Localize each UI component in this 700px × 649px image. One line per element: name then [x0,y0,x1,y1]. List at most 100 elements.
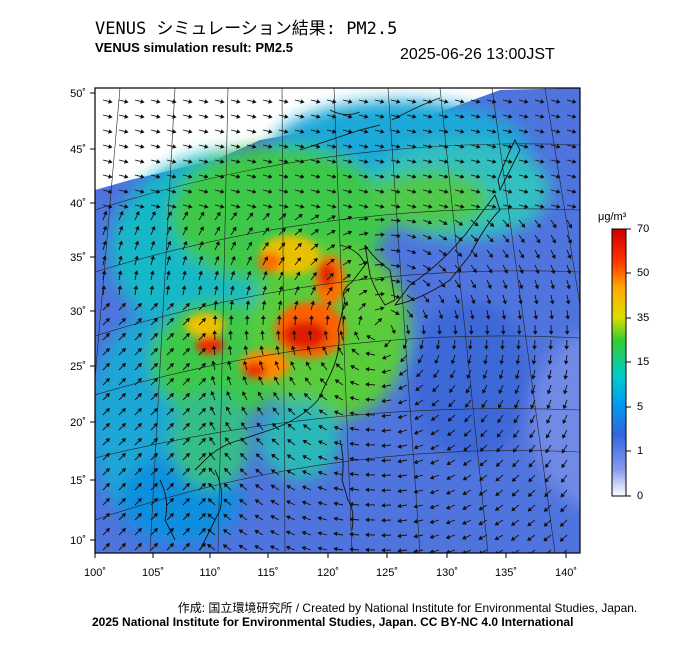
wind-arrowhead [462,490,468,495]
wind-arrowhead [301,545,306,551]
wind-arrowhead [543,536,548,542]
wind-arrowhead [365,547,370,553]
wind-arrowhead [534,284,539,290]
wind-arrowhead [430,445,435,450]
wind-arrowhead [562,404,568,410]
wind-arrowhead [488,253,493,258]
wind-arrowhead [330,258,335,263]
wind-arrowhead [153,527,158,533]
wind-arrowhead [572,174,577,179]
wind-arrowhead [498,404,503,409]
wind-arrowhead [182,270,187,275]
wind-arrowhead [316,114,321,119]
wind-arrowhead [153,347,158,353]
wind-arrowhead [476,159,481,164]
wind-arrowhead [185,542,190,548]
wind-arrowhead [332,144,337,149]
wind-arrowhead [254,545,259,550]
wind-arrowhead [268,129,273,134]
wind-arrowhead [225,421,230,427]
wind-arrowhead [442,236,448,241]
wind-arrowhead [231,241,236,246]
wind-arrowhead [492,204,497,209]
wind-arrowhead [317,501,322,506]
wind-arrowhead [487,284,492,289]
wind-arrowhead [529,433,534,439]
wind-arrowhead [528,477,533,483]
wind-arrowhead [440,298,445,304]
wind-arrowhead [365,532,370,538]
wind-arrowhead [462,535,467,540]
wind-arrowhead [228,330,233,335]
wind-arrowhead [567,224,573,229]
wind-arrowhead [303,393,309,398]
wind-arrowhead [437,330,442,335]
wind-arrowhead [494,506,500,511]
wind-arrowhead [318,425,323,430]
wind-arrowhead [482,389,487,394]
wind-arrowhead [556,114,561,119]
wind-arrowhead [503,269,508,274]
wind-arrowhead [489,222,495,227]
wind-arrowhead [478,506,484,511]
wind-arrowhead [476,204,481,209]
wind-arrowhead [153,332,158,338]
wind-arrowhead [476,174,481,179]
wind-arrowhead [349,486,354,492]
wind-arrowhead [256,422,261,427]
wind-arrowhead [319,378,325,383]
wind-arrowhead [284,159,289,164]
wind-arrowhead [204,99,209,104]
wind-arrowhead [286,469,291,475]
wind-arrowhead [287,439,292,444]
pm25-shading [95,100,580,545]
wind-arrowhead [245,300,251,305]
wind-arrowhead [117,285,123,290]
wind-arrowhead [451,345,457,350]
wind-arrowhead [364,246,369,251]
wind-arrowhead [565,315,570,320]
wind-arrowhead [364,99,369,104]
wind-arrowhead [197,285,203,290]
wind-arrowhead [201,497,206,503]
wind-arrowhead [413,444,419,450]
wind-arrowhead [302,470,307,475]
wind-arrowhead [380,189,385,194]
wind-arrowhead [241,422,246,427]
wind-arrowhead [471,299,476,305]
wind-arrowhead [444,144,449,149]
wind-arrowhead [151,225,156,231]
wind-arrowhead [532,330,538,335]
wind-arrowhead [411,280,416,285]
wind-arrowhead [492,99,497,104]
wind-arrowhead [349,517,354,522]
wind-arrowhead [108,114,113,119]
wind-arrowhead [548,330,554,335]
wind-arrowhead [561,463,566,469]
wind-arrowhead [397,503,402,509]
wind-arrowhead [546,404,551,410]
wind-arrowhead [222,529,228,534]
wind-arrowhead [101,270,107,275]
wind-arrowhead [514,389,520,395]
credit-line-1: 作成: 国立環境研究所 / Created by National Instit… [177,601,638,615]
wind-arrowhead [543,522,549,527]
wind-arrowhead [284,129,289,134]
wind-arrowhead [316,189,321,194]
wind-arrowhead [397,533,402,539]
wind-arrowhead [381,503,386,508]
lon-label: 140˚ [555,567,577,579]
wind-arrowhead [301,530,307,536]
wind-arrowhead [545,434,551,439]
wind-arrowhead [105,512,110,518]
wind-arrowhead [101,285,107,290]
wind-arrowhead [133,270,139,275]
wind-arrowhead [396,294,401,300]
wind-arrowhead [366,335,371,340]
wind-arrowhead [236,159,241,164]
wind-arrowhead [188,129,193,134]
wind-arrowhead [476,144,481,149]
wind-arrowhead [405,330,411,335]
wind-arrowhead [448,402,453,408]
wind-arrowhead [429,475,435,480]
